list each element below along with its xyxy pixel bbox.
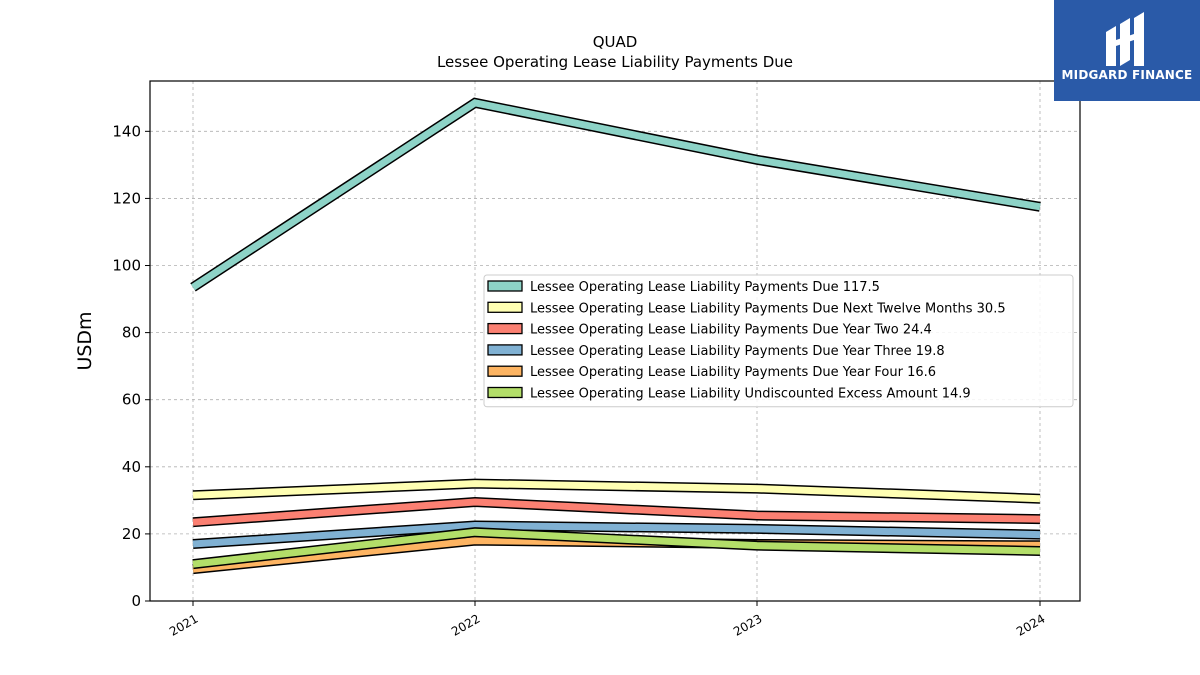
legend-swatch (487, 344, 523, 356)
legend-swatch (487, 301, 523, 313)
y-tick-label: 120 (112, 189, 141, 207)
y-tick-label: 40 (122, 458, 141, 476)
legend-label: Lessee Operating Lease Liability Payment… (530, 323, 932, 338)
series-line (192, 480, 1041, 503)
legend-label: Lessee Operating Lease Liability Undisco… (530, 387, 971, 402)
y-tick-label: 80 (122, 324, 141, 342)
legend: Lessee Operating Lease Liability Payment… (483, 274, 1074, 408)
chart-subtitle: Lessee Operating Lease Liability Payment… (437, 53, 793, 71)
legend-label: Lessee Operating Lease Liability Payment… (530, 344, 945, 359)
x-tick-label: 2024 (1014, 611, 1047, 638)
x-tick-label: 2023 (731, 611, 764, 638)
legend-box (483, 274, 1074, 408)
legend-swatch (487, 280, 523, 292)
midgard-logo-icon (1106, 12, 1144, 66)
legend-swatch (487, 322, 523, 335)
series-line (192, 521, 1041, 548)
y-tick-label: 60 (122, 391, 141, 409)
y-tick-label: 140 (112, 122, 141, 140)
legend-swatch (487, 386, 523, 399)
series-line (191, 99, 1041, 291)
chart-title: QUAD (593, 33, 638, 51)
y-tick-label: 100 (112, 257, 141, 275)
x-tick-label: 2022 (449, 611, 482, 638)
y-axis-ticks: 0 20 40 60 80 100 120 140 (112, 122, 150, 610)
legend-swatch (487, 365, 523, 377)
legend-label: Lessee Operating Lease Liability Payment… (530, 365, 936, 380)
brand-logo: MIDGARD FINANCE (1054, 0, 1200, 101)
y-tick-label: 20 (122, 525, 141, 543)
brand-name: MIDGARD FINANCE (1061, 68, 1193, 82)
series-line (192, 498, 1041, 526)
y-axis-label: USDm (74, 311, 96, 370)
x-tick-label: 2021 (167, 611, 200, 638)
series-line (192, 528, 1041, 568)
legend-label: Lessee Operating Lease Liability Payment… (530, 301, 1006, 316)
legend-label: Lessee Operating Lease Liability Payment… (530, 280, 880, 295)
series-layer (190, 97, 1041, 575)
plot-frame (149, 80, 1081, 602)
y-tick-label: 0 (131, 592, 141, 610)
x-axis-ticks: 2021 2022 2023 2024 (167, 601, 1048, 639)
